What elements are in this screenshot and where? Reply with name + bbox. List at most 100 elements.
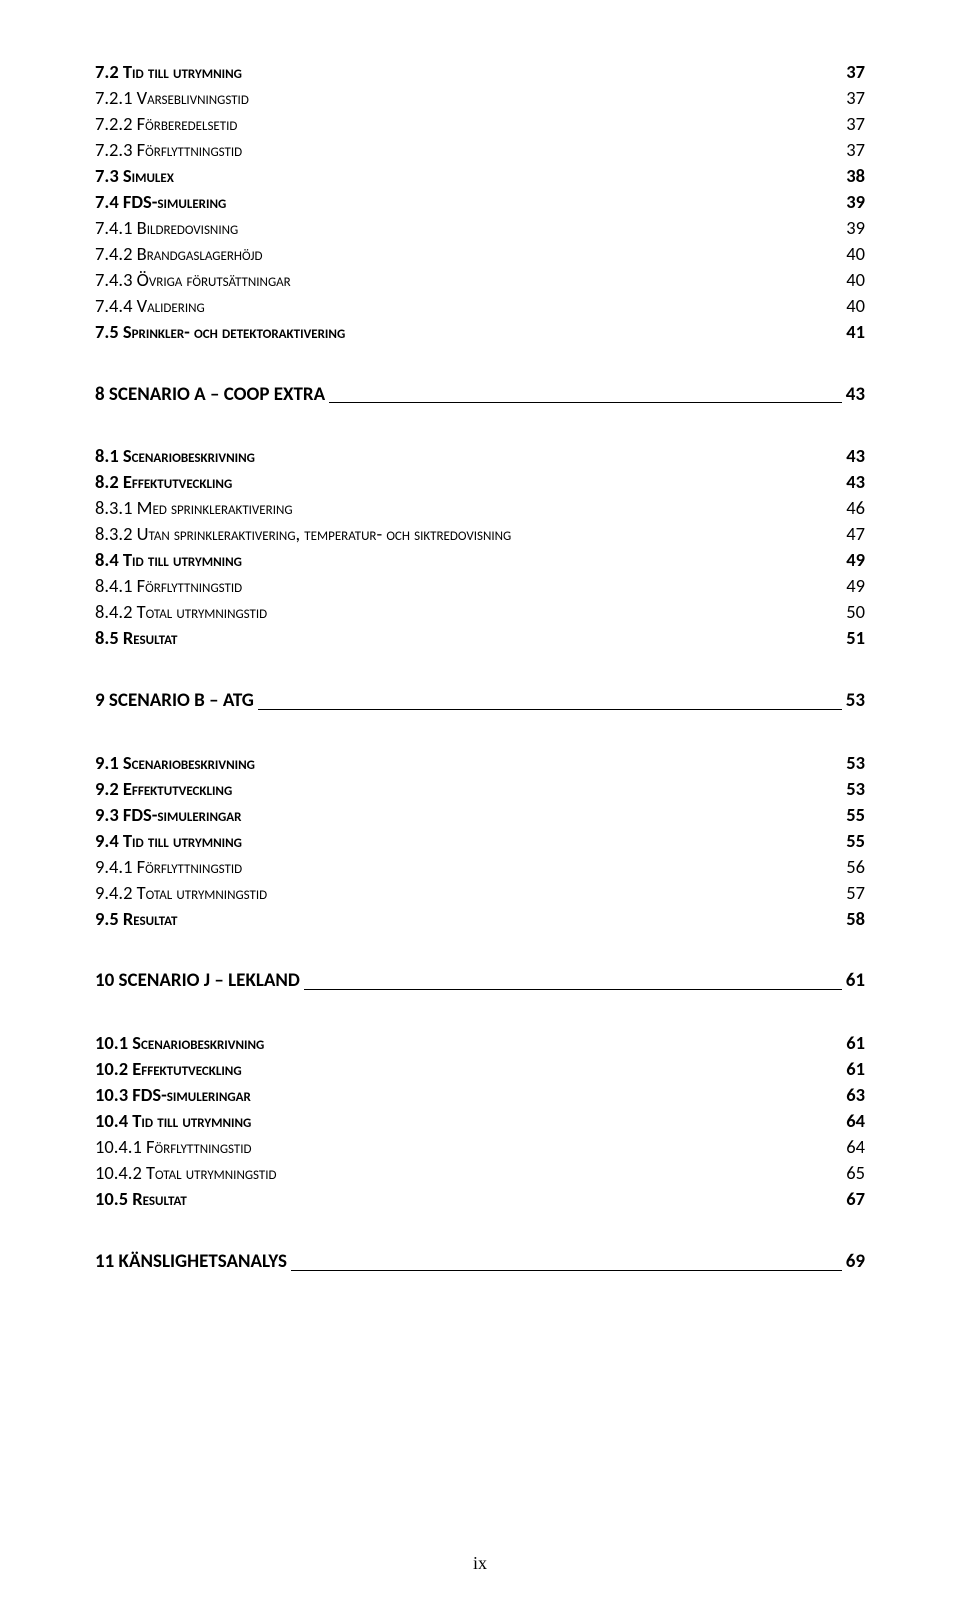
spacer xyxy=(95,995,865,1031)
toc-page-number: 57 xyxy=(846,881,865,906)
toc-label: 10.2 Effektutveckling xyxy=(95,1057,242,1082)
spacer xyxy=(95,408,865,444)
toc-page-number: 38 xyxy=(846,164,865,189)
toc-fill xyxy=(304,989,842,990)
toc-page-number: 51 xyxy=(846,626,865,651)
toc-entry: 8.4.2 Total utrymningstid 50 xyxy=(95,600,865,625)
toc-label: 10.1 Scenariobeskrivning xyxy=(95,1031,264,1056)
toc-fill xyxy=(329,402,842,403)
toc-entry: 7.2.1 Varseblivningstid37 xyxy=(95,86,865,111)
toc-entry: 9.4.2 Total utrymningstid 57 xyxy=(95,881,865,906)
toc-entry: 8.3.1 Med sprinkleraktivering 46 xyxy=(95,496,865,521)
toc-label: 10.3 FDS-simuleringar xyxy=(95,1083,251,1108)
toc-page-number: 40 xyxy=(846,294,865,319)
toc-entry: 7.4 FDS-simulering39 xyxy=(95,190,865,215)
toc-label: 7.4.3 Övriga förutsättningar xyxy=(95,268,291,293)
toc-page-number: 65 xyxy=(846,1161,865,1186)
toc-label: 7.2 Tid till utrymning xyxy=(95,60,242,85)
toc-label: 9 SCENARIO B – ATG xyxy=(95,688,254,714)
toc-label: 8.4.1 Förflyttningstid xyxy=(95,574,242,599)
toc-label: 7.4.2 Brandgaslagerhöjd xyxy=(95,242,263,267)
toc-entry: 7.4.4 Validering 40 xyxy=(95,294,865,319)
toc-entry: 10.5 Resultat 67 xyxy=(95,1187,865,1212)
toc-entry: 8.3.2 Utan sprinkleraktivering, temperat… xyxy=(95,522,865,547)
toc-page-number: 37 xyxy=(846,60,865,85)
toc-page-number: 61 xyxy=(846,1031,865,1056)
toc-label: 10.4 Tid till utrymning xyxy=(95,1109,251,1134)
toc-label: 8.5 Resultat xyxy=(95,626,177,651)
toc-page-number: 43 xyxy=(846,470,865,495)
spacer xyxy=(95,652,865,688)
toc-page-number: 56 xyxy=(846,855,865,880)
toc-page-number: 53 xyxy=(846,777,865,802)
toc-page-number: 43 xyxy=(846,444,865,469)
toc-label: 10.4.1 Förflyttningstid xyxy=(95,1135,252,1160)
toc-entry: 10.3 FDS-simuleringar 63 xyxy=(95,1083,865,1108)
toc-entry: 7.4.2 Brandgaslagerhöjd40 xyxy=(95,242,865,267)
toc-page-number: 58 xyxy=(846,907,865,932)
toc-label: 8.3.1 Med sprinkleraktivering xyxy=(95,496,293,521)
toc-page-number: 63 xyxy=(846,1083,865,1108)
toc-page-number: 49 xyxy=(846,548,865,573)
toc-page-number: 49 xyxy=(846,574,865,599)
toc-label: 8.3.2 Utan sprinkleraktivering, temperat… xyxy=(95,522,511,547)
toc-fill xyxy=(258,709,842,710)
toc-entry: 10.2 Effektutveckling61 xyxy=(95,1057,865,1082)
toc-entry: 8.4.1 Förflyttningstid 49 xyxy=(95,574,865,599)
toc-entry: 10.1 Scenariobeskrivning 61 xyxy=(95,1031,865,1056)
toc-entry: 10 SCENARIO J – LEKLAND61 xyxy=(95,968,865,994)
toc-entry: 8 SCENARIO A – COOP EXTRA43 xyxy=(95,382,865,408)
toc-entry: 7.3 Simulex 38 xyxy=(95,164,865,189)
toc-entry: 9.4 Tid till utrymning 55 xyxy=(95,829,865,854)
toc-label: 9.4.1 Förflyttningstid xyxy=(95,855,242,880)
toc-entry: 10.4 Tid till utrymning 64 xyxy=(95,1109,865,1134)
toc-label: 7.3 Simulex xyxy=(95,164,174,189)
toc-label: 9.5 Resultat xyxy=(95,907,177,932)
toc-label: 9.4.2 Total utrymningstid xyxy=(95,881,267,906)
toc-entry: 10.4.2 Total utrymningstid65 xyxy=(95,1161,865,1186)
toc-label: 7.2.1 Varseblivningstid xyxy=(95,86,249,111)
page-footer: ix xyxy=(0,1553,960,1574)
toc-label: 7.4 FDS-simulering xyxy=(95,190,226,215)
toc-label: 7.5 Sprinkler- och detektoraktivering xyxy=(95,320,345,345)
toc-entry: 9.2 Effektutveckling 53 xyxy=(95,777,865,802)
toc-page-number: 53 xyxy=(846,688,865,714)
toc-page-number: 40 xyxy=(846,268,865,293)
toc-entry: 8.4 Tid till utrymning 49 xyxy=(95,548,865,573)
toc-entry: 7.2 Tid till utrymning 37 xyxy=(95,60,865,85)
toc-label: 7.4.1 Bildredovisning xyxy=(95,216,238,241)
toc-page-number: 55 xyxy=(846,803,865,828)
toc-page-number: 47 xyxy=(846,522,865,547)
spacer xyxy=(95,346,865,382)
toc-label: 7.2.2 Förberedelsetid xyxy=(95,112,237,137)
toc-label: 9.4 Tid till utrymning xyxy=(95,829,242,854)
toc-page-number: 64 xyxy=(846,1109,865,1134)
toc-label: 10 SCENARIO J – LEKLAND xyxy=(95,968,300,994)
toc-page-number: 69 xyxy=(846,1249,865,1275)
toc-entry: 9 SCENARIO B – ATG 53 xyxy=(95,688,865,714)
toc-page-number: 64 xyxy=(846,1135,865,1160)
toc-page-number: 50 xyxy=(846,600,865,625)
toc-label: 10.5 Resultat xyxy=(95,1187,187,1212)
toc-page-number: 46 xyxy=(846,496,865,521)
toc-page-number: 55 xyxy=(846,829,865,854)
toc-label: 8.4 Tid till utrymning xyxy=(95,548,242,573)
toc-page-number: 37 xyxy=(846,112,865,137)
toc-label: 7.2.3 Förflyttningstid xyxy=(95,138,242,163)
toc-entry: 7.5 Sprinkler- och detektoraktivering41 xyxy=(95,320,865,345)
toc-label: 7.4.4 Validering xyxy=(95,294,205,319)
toc-entry: 7.2.3 Förflyttningstid37 xyxy=(95,138,865,163)
toc-label: 8.4.2 Total utrymningstid xyxy=(95,600,267,625)
toc-label: 9.3 FDS-simuleringar xyxy=(95,803,242,828)
spacer xyxy=(95,1213,865,1249)
toc-entry: 10.4.1 Förflyttningstid 64 xyxy=(95,1135,865,1160)
toc-fill xyxy=(291,1270,842,1271)
toc-label: 9.2 Effektutveckling xyxy=(95,777,232,802)
toc-entry: 7.4.1 Bildredovisning39 xyxy=(95,216,865,241)
toc-entry: 7.2.2 Förberedelsetid 37 xyxy=(95,112,865,137)
toc-label: 9.1 Scenariobeskrivning xyxy=(95,751,255,776)
toc-entry: 8.1 Scenariobeskrivning 43 xyxy=(95,444,865,469)
toc-page-number: 67 xyxy=(846,1187,865,1212)
toc-entry: 7.4.3 Övriga förutsättningar 40 xyxy=(95,268,865,293)
toc-label: 8.1 Scenariobeskrivning xyxy=(95,444,255,469)
